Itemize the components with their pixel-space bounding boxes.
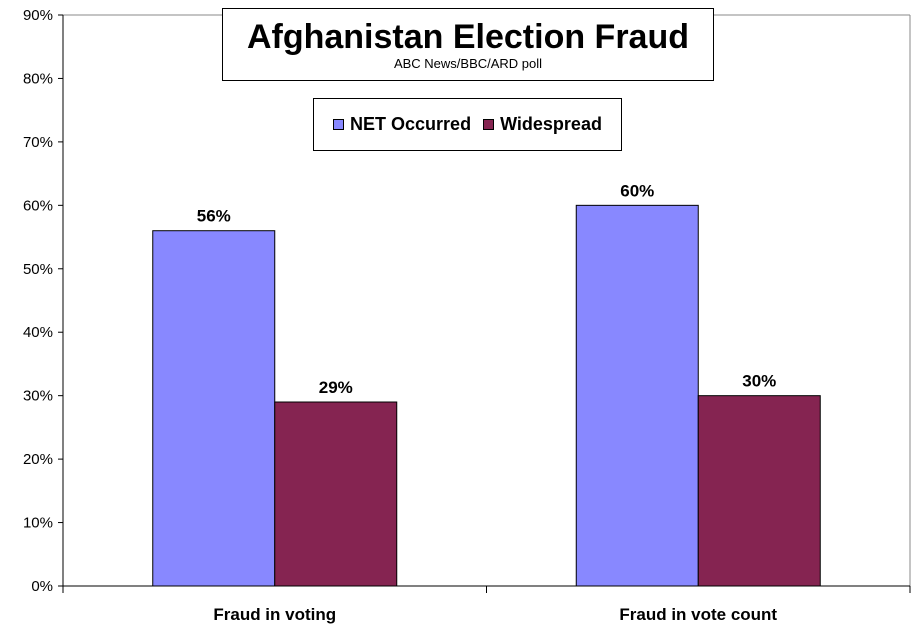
chart-subtitle: ABC News/BBC/ARD poll [393, 56, 543, 71]
y-tick-label: 70% [23, 134, 53, 151]
y-tick-label: 20% [23, 451, 53, 468]
legend-item-net-occurred: NET Occurred [333, 114, 471, 135]
legend-item-widespread: Widespread [483, 114, 602, 135]
bar [697, 395, 821, 587]
y-tick-label: 40% [23, 324, 53, 341]
x-tick-label: Fraud in vote count [619, 605, 777, 624]
y-tick-label: 0% [31, 578, 53, 595]
y-tick-label: 90% [23, 7, 53, 24]
chart-title: Afghanistan Election Fraud [246, 18, 690, 56]
x-tick-label: Fraud in voting [213, 605, 336, 624]
y-tick-label: 80% [23, 70, 53, 87]
y-tick-label: 30% [23, 388, 53, 405]
bar [575, 204, 699, 587]
legend-swatch-widespread [483, 119, 495, 130]
data-label: 56% [197, 207, 231, 226]
y-tick-label: 50% [23, 261, 53, 278]
data-label: 30% [742, 372, 776, 391]
bar [152, 230, 276, 587]
bar [274, 401, 398, 587]
chart-title-box: Afghanistan Election Fraud ABC News/BBC/… [222, 8, 714, 81]
legend-label-net-occurred: NET Occurred [350, 114, 472, 134]
legend-label-widespread: Widespread [500, 114, 602, 134]
data-label: 29% [319, 378, 353, 397]
legend-swatch-net-occurred [333, 119, 345, 130]
y-tick-label: 10% [23, 515, 53, 532]
y-tick-label: 60% [23, 197, 53, 214]
chart-legend: NET Occurred Widespread [313, 98, 622, 151]
data-label: 60% [620, 181, 654, 200]
